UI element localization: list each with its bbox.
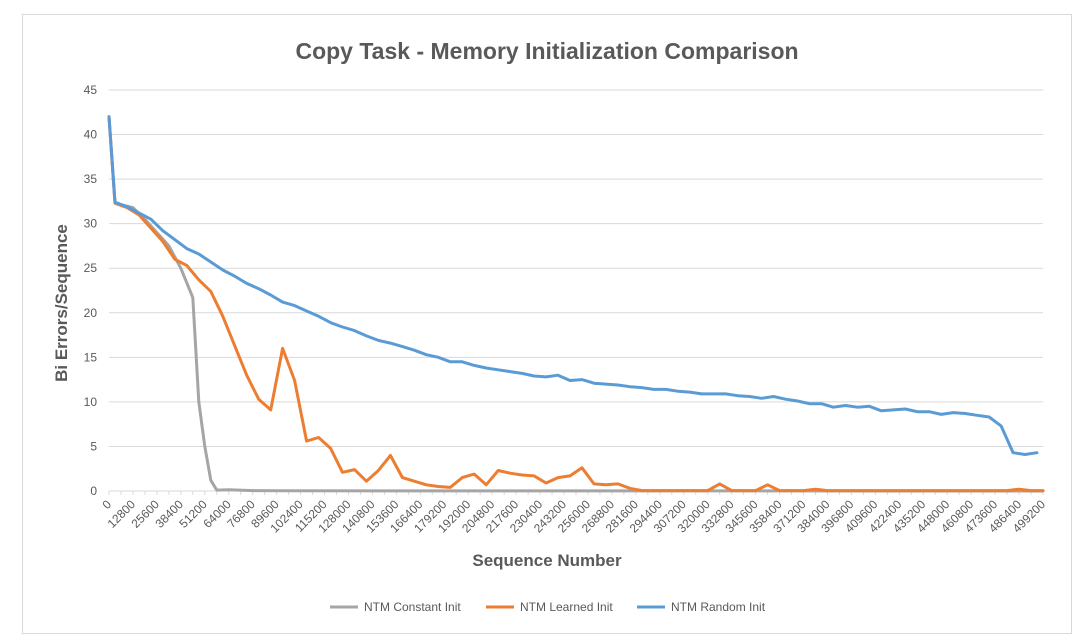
y-axis-title: Bi Errors/Sequence: [52, 224, 71, 382]
y-tick-label: 10: [84, 395, 98, 409]
series-lines: [107, 115, 1045, 493]
legend-label-3: NTM Random Init: [671, 600, 766, 614]
y-axis-ticks: 0 5 10 15 20 25 30 35 40 45: [84, 83, 98, 498]
chart: Copy Task - Memory Initialization Compar…: [52, 38, 1048, 614]
y-tick-label: 45: [84, 83, 98, 97]
y-tick-label: 5: [90, 439, 97, 453]
legend-label-2: NTM Learned Init: [520, 600, 613, 614]
x-axis-title: Sequence Number: [472, 551, 622, 570]
y-tick-label: 30: [84, 217, 98, 231]
legend: NTM Constant Init NTM Learned Init NTM Ran…: [330, 600, 766, 614]
chart-frame: Copy Task - Memory Initialization Compar…: [22, 14, 1072, 634]
y-tick-label: 40: [84, 128, 98, 142]
y-tick-label: 25: [84, 261, 98, 275]
legend-label-1: NTM Constant Init: [364, 600, 461, 614]
chart-title: Copy Task - Memory Initialization Compar…: [295, 38, 798, 64]
y-tick-label: 0: [90, 484, 97, 498]
series-line-1: [107, 115, 1045, 493]
y-tick-label: 35: [84, 172, 98, 186]
y-tick-label: 20: [84, 306, 98, 320]
series-line-2: [107, 115, 1045, 493]
y-tick-label: 15: [84, 350, 98, 364]
x-axis-ticks: 0128002560038400512006400076800896001024…: [99, 491, 1048, 535]
gridlines: [109, 89, 1043, 492]
x-tick-label: 0: [99, 497, 114, 512]
series-line-3: [107, 115, 1039, 456]
